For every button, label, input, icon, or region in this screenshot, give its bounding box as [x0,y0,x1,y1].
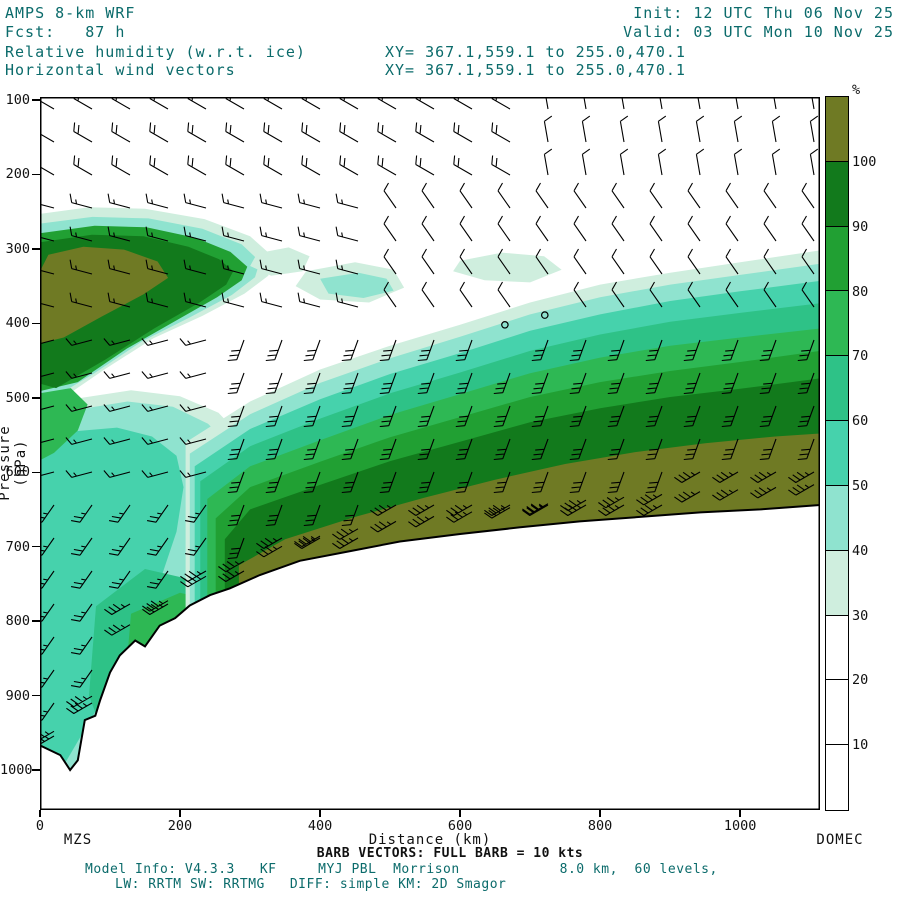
y-tick [32,471,40,473]
y-tick-label: 700 [5,538,30,555]
colorbar-tick-label: 80 [852,283,869,300]
colorbar-segment-100 [825,96,849,163]
init-time: Init: 12 UTC Thu 06 Nov 25 [633,4,894,22]
colorbar-segment-60 [825,355,849,423]
y-tick [32,545,40,548]
model-info-line2: LW: RRTM SW: RRTMG DIFF: simple KM: 2D S… [115,877,507,892]
colorbar-units: % [852,82,861,98]
colorbar-segment-80 [825,225,849,293]
x-tick-label: 0 [35,818,45,834]
colorbar-segment-40 [825,484,849,552]
colorbar-tick-label: 50 [852,477,869,494]
y-tick [32,99,40,101]
y-tick-label: 400 [5,315,30,332]
x-tick-label: 400 [307,818,333,834]
rh-shading [40,97,820,810]
colorbar-tick-label: 30 [852,607,869,624]
wind-barbs [40,97,819,745]
y-tick-label: 1000 [0,762,33,778]
xy-coordinates-1: XY= 367.1,559.1 to 255.0,470.1 [385,43,686,61]
colorbar-tick-label: 70 [852,348,869,365]
x-tick [319,810,321,817]
terrain-mask [40,505,820,810]
barb-legend: BARB VECTORS: FULL BARB = 10 kts [316,846,584,861]
y-tick-label: 100 [5,92,30,108]
colorbar-segment-90 [825,160,849,228]
colorbar-segment-20 [825,614,849,682]
field-title: Relative humidity (w.r.t. ice) [5,43,306,61]
station-label-mzs: MZS [63,832,93,848]
y-axis-label: Pressure (hPa) [0,425,29,501]
plot-border [40,97,820,810]
colorbar-tick-label: 90 [852,218,869,235]
calm-wind-circle [501,321,509,329]
colorbar-tick-label: 100 [852,153,877,170]
colorbar-segment-0 [825,744,849,811]
colorbar-segment-10 [825,679,849,747]
valid-time: Valid: 03 UTC Mon 10 Nov 25 [623,23,894,41]
y-tick [32,694,40,697]
x-tick-label: 800 [587,818,613,834]
colorbar-segment-50 [825,420,849,487]
calm-wind-circle [540,311,549,319]
vector-title: Horizontal wind vectors [5,61,236,79]
x-tick [179,810,181,817]
colorbar-segment-30 [825,549,849,617]
colorbar-segment-70 [825,290,849,358]
y-tick [32,620,40,622]
x-tick [739,810,741,817]
colorbar-tick-label: 40 [852,542,869,559]
x-tick [39,810,41,817]
x-tick-label: 200 [167,818,193,834]
colorbar-tick-label: 20 [852,672,869,689]
y-tick [32,397,40,399]
xy-coordinates-2: XY= 367.1,559.1 to 255.0,470.1 [385,61,686,79]
y-tick-label: 300 [5,240,30,257]
y-tick [32,769,40,771]
y-tick [32,322,40,325]
x-tick-label: 1000 [723,818,757,834]
terrain-surface-line [40,504,820,772]
y-tick-label: 600 [5,464,30,481]
model-title: AMPS 8-km WRF [5,4,136,22]
y-tick [32,248,40,250]
x-tick [459,810,461,817]
x-axis-label: Distance (km) [368,832,492,848]
station-label-domec: DOMEC [816,832,864,848]
y-tick-label: 900 [5,687,30,704]
cross-section-plot [40,97,820,810]
colorbar-tick-label: 60 [852,413,869,430]
y-tick-label: 800 [5,613,30,630]
x-tick [599,810,601,817]
x-tick-label: 600 [447,818,473,834]
model-info-line1: Model Info: V4.3.3 KF MYJ PBL Morrison 8… [85,862,718,877]
colorbar [825,96,849,811]
colorbar-tick-label: 10 [852,737,869,754]
y-tick-label: 500 [5,389,30,406]
forecast-hour: Fcst: 87 h [5,23,126,41]
y-tick [32,173,40,176]
y-tick-label: 200 [5,166,30,183]
